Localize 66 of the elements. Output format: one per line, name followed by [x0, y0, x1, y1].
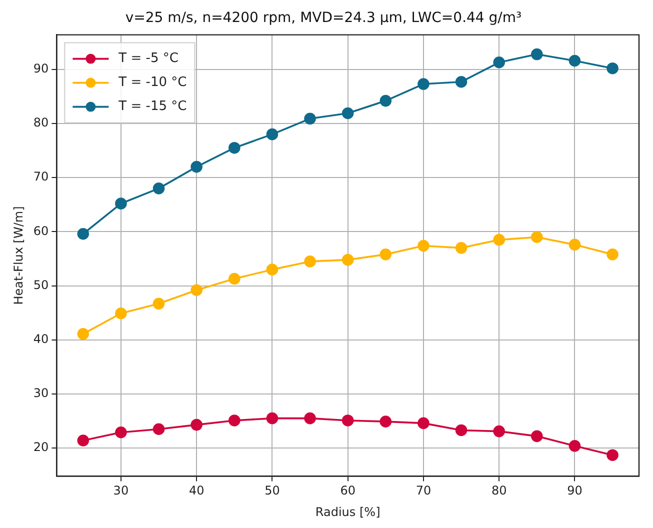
point — [418, 78, 430, 90]
y-tick-label: 90 — [33, 62, 49, 76]
y-tick-label: 80 — [33, 116, 49, 130]
point — [152, 182, 165, 194]
point — [342, 414, 354, 426]
point — [228, 272, 240, 285]
point — [190, 284, 202, 296]
point — [531, 430, 543, 442]
point — [266, 264, 278, 276]
y-tick-label: 60 — [33, 224, 49, 238]
point — [380, 94, 392, 107]
point — [455, 242, 468, 254]
legend-label: T = -10 °C — [118, 75, 187, 90]
point — [568, 54, 581, 67]
point — [77, 328, 90, 340]
point — [568, 440, 581, 452]
point — [342, 107, 354, 120]
y-tick-label: 70 — [33, 170, 49, 184]
x-tick-label: 80 — [491, 484, 507, 498]
legend-label: T = -5 °C — [118, 51, 178, 66]
point — [304, 112, 316, 125]
point — [266, 412, 278, 424]
point — [531, 48, 543, 60]
point — [152, 298, 165, 310]
point — [190, 418, 202, 431]
point — [493, 425, 505, 438]
point — [77, 228, 90, 240]
x-tick-label: 60 — [340, 484, 356, 498]
point — [152, 423, 165, 436]
x-tick-label: 30 — [113, 484, 129, 498]
point — [380, 416, 392, 428]
legend-label: T = -15 °C — [118, 99, 187, 114]
point — [568, 238, 581, 251]
point — [304, 412, 316, 424]
point — [342, 254, 354, 266]
point — [606, 449, 618, 462]
point — [228, 414, 240, 426]
point — [455, 76, 468, 88]
y-tick-label: 30 — [33, 386, 49, 400]
y-tick-label: 20 — [33, 440, 49, 454]
y-tick-label: 50 — [33, 278, 49, 292]
point — [266, 128, 278, 140]
point — [77, 434, 90, 446]
point — [531, 231, 543, 244]
y-tick-label: 40 — [33, 332, 49, 346]
point — [493, 234, 505, 246]
point — [606, 248, 618, 260]
point — [606, 62, 618, 74]
x-tick-label: 40 — [188, 484, 204, 498]
y-axis-title: Heat-Flux [W/m] — [11, 206, 26, 305]
point — [190, 160, 202, 173]
point — [418, 417, 430, 430]
point — [115, 307, 127, 320]
x-tick-label: 70 — [416, 484, 432, 498]
point — [380, 248, 392, 260]
point — [455, 424, 468, 436]
x-axis-title: Radius [%] — [315, 504, 380, 519]
point — [115, 426, 127, 438]
point — [493, 56, 505, 68]
point — [115, 198, 127, 210]
point — [304, 256, 316, 268]
x-tick-label: 50 — [264, 484, 280, 498]
point — [228, 142, 240, 154]
chart-title: v=25 m/s, n=4200 rpm, MVD=24.3 µm, LWC=0.44 g/m³ — [125, 10, 522, 26]
point — [418, 240, 430, 252]
x-tick-label: 90 — [567, 484, 582, 498]
